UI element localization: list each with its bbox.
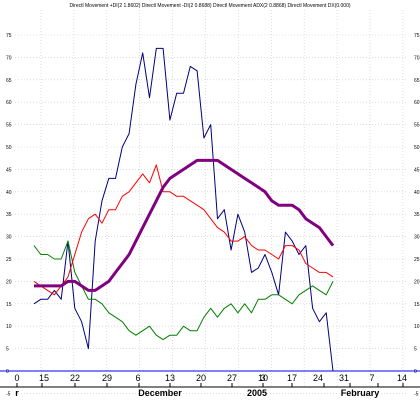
y-tick-label: 40 [6, 190, 12, 196]
series-line-4 [34, 158, 335, 292]
month-label: r [15, 388, 19, 398]
y-tick-label: 5 [6, 347, 9, 353]
y-tick-label: 55 [414, 123, 420, 129]
y-tick-label: 55 [6, 123, 12, 129]
y-tick-label: 30 [6, 235, 12, 241]
y-tick-label: 20 [6, 279, 12, 285]
y-tick-label: 60 [6, 100, 12, 106]
y-tick-label: 35 [6, 212, 12, 218]
y-tick-label: 65 [414, 78, 420, 84]
month-labels: r December 2005 February [15, 388, 379, 398]
x-tick-label: 7 [369, 373, 374, 383]
x-tick-label: 0 [14, 373, 19, 383]
series-line-2 [33, 240, 334, 341]
y-tick-label: 25 [6, 257, 12, 263]
x-tick-label: 31 [339, 373, 349, 383]
y-tick-label: 25 [414, 257, 420, 263]
x-tick-label: 3 [260, 373, 265, 383]
y-tick-label: 15 [414, 302, 420, 308]
x-tick-label: 6 [135, 373, 140, 383]
y-tick-label: 20 [414, 279, 420, 285]
y-tick-label: 75 [414, 33, 420, 39]
y-tick-label: -5 [6, 391, 11, 397]
y-tick-label: 60 [414, 100, 420, 106]
x-tick-label: 14 [397, 373, 407, 383]
series-line-3 [33, 164, 334, 296]
y-ticks-left: -5 0 5 10 15 20 25 30 35 40 45 50 55 60 65 70 75 [6, 33, 12, 397]
x-tick-label: 13 [165, 373, 175, 383]
x-tick-label: 24 [313, 373, 323, 383]
month-label: February [341, 388, 380, 398]
y-tick-label: 10 [6, 324, 12, 330]
x-tick-label: 27 [227, 373, 237, 383]
y-tick-label: 70 [6, 55, 12, 61]
y-ticks-right: -5 0 5 10 15 20 25 30 35 40 45 50 55 60 65 70 75 [414, 33, 420, 397]
y-tick-label: 10 [414, 324, 420, 330]
series-line-1 [33, 47, 334, 372]
x-tick-label: 22 [70, 373, 80, 383]
y-tick-label: 40 [414, 190, 420, 196]
x-axis: 0 15 22 29 6 13 20 27 310 17 24 31 7 14 [0, 373, 420, 388]
y-tick-label: 15 [6, 302, 12, 308]
series-lines [33, 47, 335, 372]
y-tick-label: 50 [6, 145, 12, 151]
x-tick-label: 20 [196, 373, 206, 383]
x-tick-label: 15 [39, 373, 49, 383]
y-tick-label: 65 [6, 78, 12, 84]
x-tick-label: 17 [287, 373, 297, 383]
y-tick-label: 0 [6, 369, 9, 375]
y-tick-label: 35 [414, 212, 420, 218]
y-tick-label: -5 [414, 391, 419, 397]
y-tick-label: 50 [414, 145, 420, 151]
y-tick-label: 70 [414, 55, 420, 61]
y-tick-label: 30 [414, 235, 420, 241]
x-tick-label: 29 [102, 373, 112, 383]
month-label: 2005 [247, 388, 267, 398]
y-tick-label: 5 [414, 347, 417, 353]
x-tick-label: 10 [258, 373, 268, 383]
y-tick-label: 45 [414, 167, 420, 173]
y-tick-label: 75 [6, 33, 12, 39]
month-label: December [138, 388, 182, 398]
chart-title: Directl Movement +DI(2 1.8602) Directl M… [69, 3, 350, 9]
y-tick-label: 0 [414, 369, 417, 375]
y-tick-label: 45 [6, 167, 12, 173]
